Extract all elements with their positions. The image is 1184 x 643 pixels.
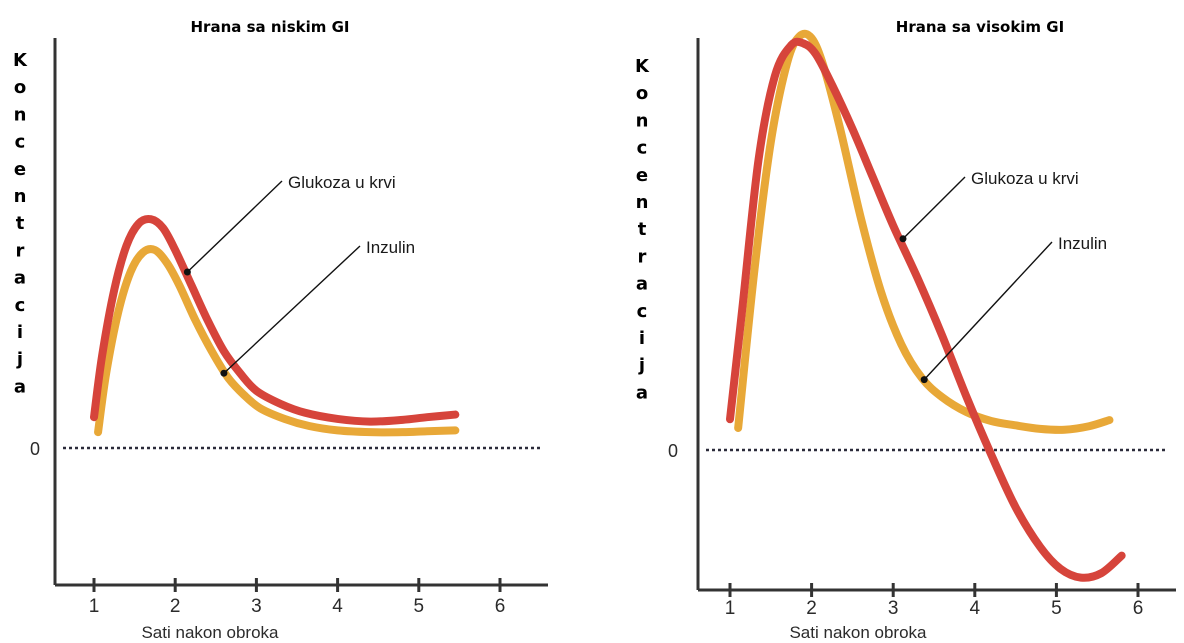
annotation-leader-line xyxy=(223,245,361,374)
annotation-dot xyxy=(899,235,907,243)
annotation-label: Inzulin xyxy=(1058,234,1107,253)
x-tick-label: 4 xyxy=(970,598,981,619)
series-glukoza-line xyxy=(90,214,460,426)
x-tick-label: 3 xyxy=(888,598,899,619)
x-axis-label: Sati nakon obroka xyxy=(789,623,927,642)
chart-title: Hrana sa niskim GI xyxy=(191,18,350,36)
x-tick-label: 2 xyxy=(170,596,181,617)
annotation-label: Glukoza u krvi xyxy=(971,169,1079,188)
annotation-dot xyxy=(920,376,928,384)
annotation-label: Glukoza u krvi xyxy=(288,173,396,192)
x-tick-label: 1 xyxy=(725,598,736,619)
x-tick-label: 1 xyxy=(89,596,100,617)
x-tick-label: 4 xyxy=(332,596,343,617)
annotation-leader-line xyxy=(902,176,966,240)
annotation-leader-line xyxy=(186,180,283,273)
x-tick-label: 6 xyxy=(1133,598,1144,619)
annotation-leader-line xyxy=(923,241,1053,381)
series-inzulin-line xyxy=(94,245,460,437)
x-tick-label: 3 xyxy=(251,596,262,617)
chart-panel-1: Hrana sa niskim GI K o n c e n t r a c i j a 0 1 2 3 4 5 6 Sa… xyxy=(13,18,548,642)
x-tick-label: 5 xyxy=(1051,598,1062,619)
chart-title: Hrana sa visokim GI xyxy=(896,18,1064,36)
annotation-dot xyxy=(183,268,191,276)
zero-label: 0 xyxy=(668,441,678,461)
x-axis-label: Sati nakon obroka xyxy=(141,623,279,642)
x-tick-label: 5 xyxy=(414,596,425,617)
chart-panel-2: Hrana sa visokim GI K o n c e n t r a c i j a 0 1 2 3 4 5 6 S… xyxy=(635,18,1176,642)
x-tick-label: 2 xyxy=(806,598,817,619)
series-inzulin-line xyxy=(734,29,1114,434)
annotation-label: Inzulin xyxy=(366,238,415,257)
x-tick-label: 6 xyxy=(495,596,506,617)
series-glukoza-line xyxy=(726,37,1126,582)
zero-label: 0 xyxy=(30,439,40,459)
annotation-dot xyxy=(220,369,228,377)
